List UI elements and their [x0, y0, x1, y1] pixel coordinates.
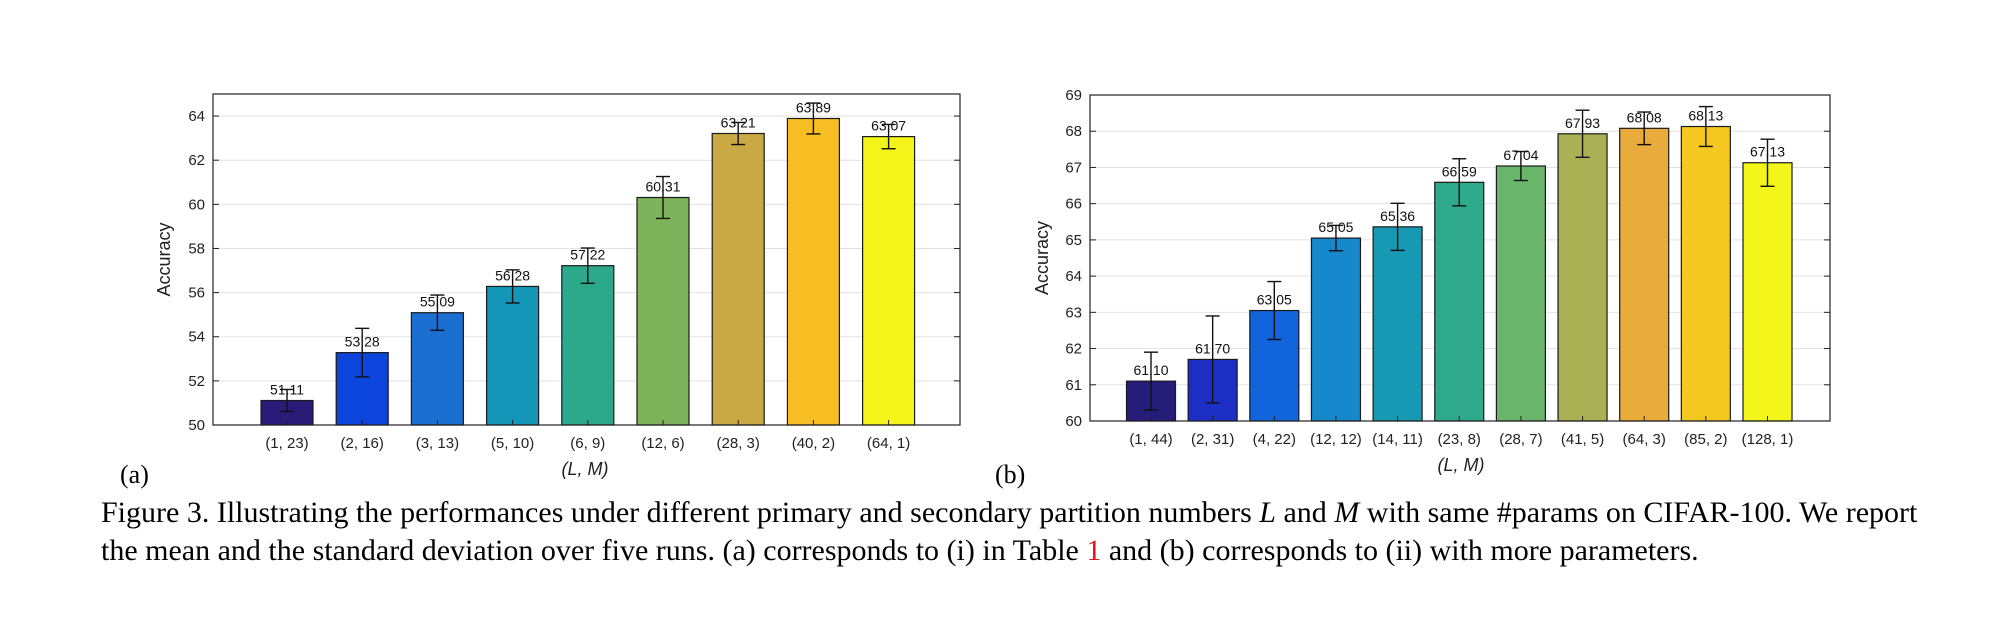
charta-y-tick-label: 58	[188, 240, 205, 257]
chartb-value-label: 63.05	[1257, 292, 1292, 308]
chartb-axes-box	[1089, 94, 1831, 422]
charta-bar	[561, 265, 615, 426]
charta-bar	[410, 312, 464, 426]
charta-x-tick-label: (40, 2)	[792, 435, 835, 452]
charta-y-tick-label: 54	[188, 329, 205, 346]
charta-y-tick-label: 60	[188, 196, 205, 213]
caption-and: and	[1275, 496, 1335, 529]
charta-value-label: 60.31	[645, 178, 680, 194]
chartb-bar	[1495, 165, 1547, 422]
charta-x-tick-label: (3, 13)	[416, 435, 459, 452]
chartb-bar	[1557, 133, 1608, 422]
chartb-x-tick-label: (41, 5)	[1561, 431, 1604, 448]
charta-y-tick-label: 62	[188, 152, 205, 169]
charta-x-tick-label: (6, 9)	[570, 435, 605, 452]
charta-value-label: 63.89	[796, 99, 831, 115]
chartb-bar	[1742, 162, 1793, 422]
chartb-bar	[1619, 127, 1670, 422]
chartb-x-tick-label: (23, 8)	[1438, 431, 1481, 448]
charta-x-tick-label: (1, 23)	[265, 435, 308, 452]
charta-x-tick-label: (12, 6)	[641, 435, 684, 452]
chartb-x-tick-label: (1, 44)	[1129, 431, 1172, 448]
chartb-bar	[1372, 226, 1423, 422]
charta-x-tick-label: (28, 3)	[717, 435, 760, 452]
caption-middle: with same #params on CIFAR-100. We repor…	[101, 496, 1918, 567]
chartb-y-tick-label: 62	[1065, 341, 1082, 358]
chartb-y-tick-label: 64	[1065, 268, 1082, 285]
figure-caption: Figure 3. Illustrating the performances …	[101, 494, 1931, 570]
caption-var-m: M	[1334, 496, 1360, 529]
chartb-x-tick-label: (128, 1)	[1742, 431, 1794, 448]
charta-x-tick-label: (64, 1)	[867, 435, 910, 452]
chartb-bar	[1680, 125, 1731, 422]
chartb-x-tick-label: (14, 11)	[1372, 431, 1423, 448]
panel-label-a: (a)	[120, 460, 149, 489]
charta-y-tick-label: 64	[188, 108, 205, 125]
chartb-value-label: 61.10	[1133, 362, 1168, 378]
charta-x-axis-title: (L, M)	[562, 459, 609, 479]
chartb-x-tick-label: (2, 31)	[1191, 431, 1234, 448]
chartb-value-label: 65.05	[1318, 219, 1353, 235]
charta-bar	[486, 285, 540, 426]
charta-y-tick-label: 52	[188, 373, 205, 390]
chartb-bar	[1310, 237, 1362, 422]
charta-x-tick-label: (5, 10)	[491, 435, 534, 452]
chartb-x-tick-label: (28, 7)	[1499, 431, 1542, 448]
chartb-y-tick-label: 63	[1065, 304, 1082, 321]
chartb-y-tick-label: 61	[1065, 377, 1082, 394]
chartb-y-tick-label: 60	[1065, 413, 1082, 430]
chartb-x-tick-label: (64, 3)	[1623, 431, 1666, 448]
charta-axes-box	[212, 93, 961, 426]
chartb-value-label: 65.36	[1380, 208, 1415, 224]
caption-suffix: and (b) corresponds to (ii) with more pa…	[1101, 534, 1699, 567]
chartb-value-label: 67.13	[1750, 144, 1785, 160]
charta-bar	[786, 117, 841, 426]
caption-prefix: Figure 3. Illustrating the performances …	[101, 496, 1260, 529]
charta-value-label: 56.28	[495, 267, 530, 283]
chartb-y-tick-label: 69	[1065, 87, 1082, 104]
chartb-x-tick-label: (12, 12)	[1310, 431, 1362, 448]
chartb-value-label: 66.59	[1442, 163, 1477, 179]
charta-bar	[861, 135, 916, 426]
chartb-value-label: 61.70	[1195, 340, 1230, 356]
charta-bar	[711, 132, 765, 426]
chartb-y-tick-label: 67	[1065, 159, 1082, 176]
charta-value-label: 63.21	[721, 114, 756, 130]
charta-value-label: 51.11	[270, 382, 304, 398]
chartb-x-tick-label: (85, 2)	[1684, 431, 1727, 448]
charta-x-tick-label: (2, 16)	[341, 435, 384, 452]
chartb-y-tick-label: 65	[1065, 232, 1082, 249]
chartb-value-label: 68.08	[1627, 109, 1662, 125]
charta-value-label: 57.22	[570, 247, 605, 263]
panel-label-b: (b)	[995, 460, 1026, 489]
charta-y-axis-title: Accuracy	[154, 222, 174, 296]
chartb-value-label: 67.93	[1565, 115, 1600, 131]
chartb-y-axis-title: Accuracy	[1032, 221, 1052, 295]
charta-y-tick-label: 56	[188, 285, 205, 302]
charta-value-label: 63.07	[871, 118, 906, 134]
charta-y-tick-label: 50	[188, 417, 205, 434]
chartb-value-label: 68.13	[1688, 108, 1723, 124]
charta-bar	[636, 196, 690, 426]
charta-value-label: 55.09	[420, 294, 455, 310]
caption-var-l: L	[1259, 496, 1276, 529]
chartb-value-label: 67.04	[1503, 147, 1538, 163]
table-ref-link[interactable]: 1	[1086, 534, 1102, 567]
charta-value-label: 53.28	[345, 334, 380, 350]
chartb-x-axis-title: (L, M)	[1438, 455, 1485, 475]
chartb-y-tick-label: 66	[1065, 196, 1082, 213]
chartb-y-tick-label: 68	[1065, 123, 1082, 140]
chartb-x-tick-label: (4, 22)	[1253, 431, 1296, 448]
chartb-bar	[1434, 181, 1485, 422]
